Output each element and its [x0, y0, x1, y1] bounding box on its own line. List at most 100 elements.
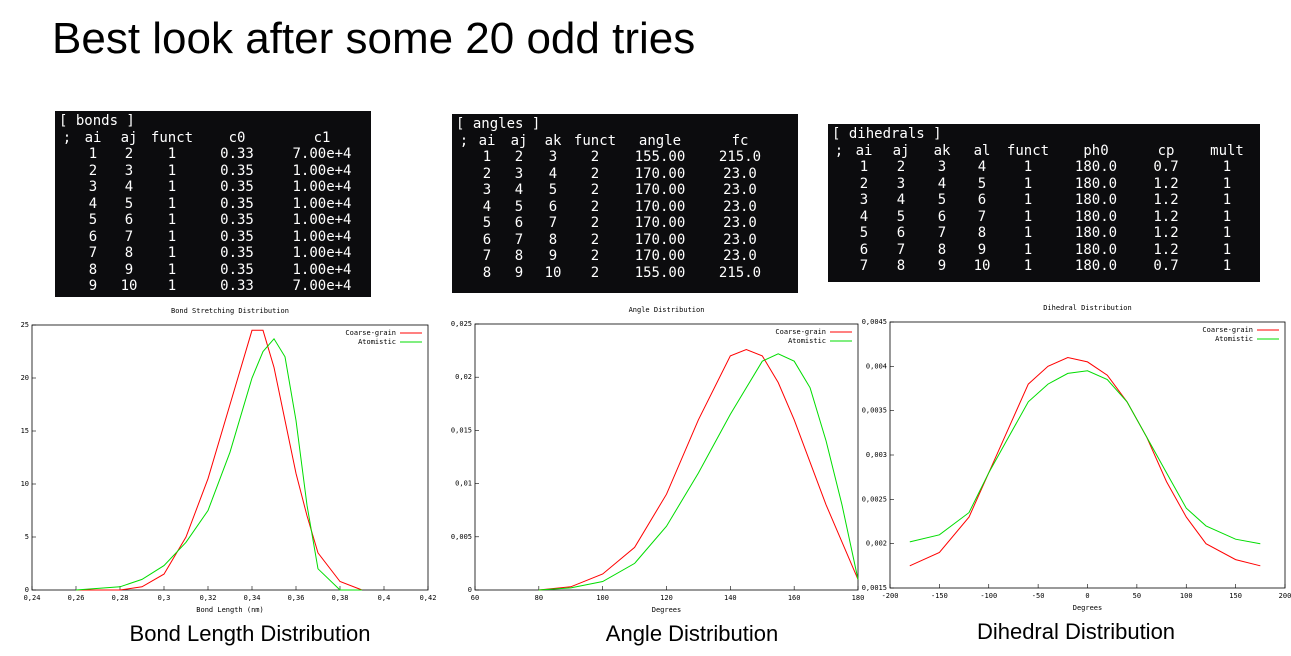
table-cell: 4	[896, 192, 906, 208]
table-cell: 7	[514, 231, 524, 248]
table-cell: 5	[482, 215, 492, 231]
table-cell: 7	[482, 248, 492, 264]
slide-title: Best look after some 20 odd tries	[52, 14, 696, 63]
table-title: [ dihedrals ]	[832, 126, 942, 142]
table-cell: 6	[88, 228, 98, 245]
x-tick-label: -200	[882, 592, 899, 600]
table-cell: 1	[167, 245, 177, 261]
x-tick-label: 0,42	[420, 594, 437, 602]
table-cell: 1.00e+4	[292, 261, 352, 278]
angles-table: [ angles ]; ai aj ak funct angle fc 1 2 3 2 155.00 2…	[452, 114, 798, 293]
dihedrals-table: [ dihedrals ]; ai aj ak al funct ph0 cp mult 1 2 3 4…	[828, 124, 1260, 282]
legend-label: Coarse-grain	[345, 329, 396, 337]
table-cell: 23.0	[723, 182, 757, 198]
y-tick-label: 0,015	[451, 426, 472, 434]
table-cell: 6	[514, 215, 524, 231]
table-title: [ angles ]	[456, 116, 541, 132]
table-header: mult	[1210, 142, 1244, 159]
table-cell: 155.00	[634, 264, 686, 281]
table-cell: 7	[859, 258, 869, 274]
y-tick-label: 20	[21, 374, 29, 382]
x-tick-label: 0,28	[112, 594, 129, 602]
table-cell: 7	[896, 241, 906, 258]
chart-title: Dihedral Distribution	[1043, 304, 1132, 312]
table-cell: 2	[896, 159, 906, 175]
x-tick-label: 180	[852, 594, 865, 602]
table-cell: 215.0	[718, 149, 762, 165]
table-header: angle	[638, 132, 682, 149]
x-tick-label: 50	[1133, 592, 1141, 600]
table-cell: 7	[977, 208, 987, 225]
table-cell: 3	[482, 182, 492, 198]
table-cell: 1.00e+4	[292, 212, 352, 228]
table-cell: 180.0	[1074, 258, 1118, 274]
x-tick-label: 160	[788, 594, 801, 602]
y-tick-label: 0	[25, 586, 29, 594]
x-tick-label: 60	[471, 594, 479, 602]
x-tick-label: -100	[980, 592, 997, 600]
x-tick-label: 0,36	[288, 594, 305, 602]
x-tick-label: -150	[931, 592, 948, 600]
table-cell: 10	[120, 278, 138, 294]
y-tick-label: 0,0025	[862, 495, 887, 503]
table-cell: 7.00e+4	[292, 278, 352, 294]
table-cell: 1	[1023, 258, 1033, 274]
table-cell: 1	[1023, 241, 1033, 258]
table-cell: 1	[1222, 225, 1232, 241]
table-cell: 1.2	[1153, 192, 1179, 208]
table-cell: 4	[859, 208, 869, 225]
table-cell: 1	[1023, 159, 1033, 175]
table-cell: 7.00e+4	[292, 146, 352, 162]
x-tick-label: -50	[1032, 592, 1045, 600]
table-header: ;	[459, 132, 469, 149]
x-tick-label: 0,4	[378, 594, 391, 602]
table-cell: 1.2	[1153, 175, 1179, 192]
table-cell: 5	[124, 195, 134, 212]
table-cell: 1	[1222, 192, 1232, 208]
plot-frame	[474, 323, 859, 591]
caption: Bond Length Distribution	[130, 621, 371, 646]
table-cell: 2	[590, 215, 600, 231]
table-cell: 1.2	[1153, 241, 1179, 258]
table-cell: 2	[590, 149, 600, 165]
x-axis-label: Bond Length (nm)	[196, 606, 263, 614]
table-header: ai	[84, 129, 102, 146]
y-tick-label: 0,0015	[862, 584, 887, 592]
table-cell: 1	[88, 146, 98, 162]
legend-label: Atomistic	[1215, 335, 1253, 343]
table-cell: 0.33	[220, 278, 254, 294]
table-cell: 9	[548, 248, 558, 264]
caption: Angle Distribution	[606, 621, 778, 646]
y-tick-label: 0,025	[451, 320, 472, 328]
table-cell: 9	[124, 261, 134, 278]
line-series	[538, 348, 859, 591]
table-header: aj	[892, 142, 910, 159]
table-cell: 6	[977, 192, 987, 208]
table-cell: 1.00e+4	[292, 228, 352, 245]
x-tick-label: 100	[1180, 592, 1193, 600]
table-cell: 155.00	[634, 149, 686, 165]
table-header: ;	[62, 129, 72, 146]
table-cell: 10	[973, 258, 991, 274]
x-tick-label: 200	[1279, 592, 1291, 600]
x-tick-label: 0,32	[200, 594, 217, 602]
table-cell: 4	[124, 179, 134, 195]
table-header: fc	[731, 132, 749, 149]
table-cell: 0.33	[220, 146, 254, 162]
table-cell: 0.35	[220, 261, 254, 278]
table-header: ak	[544, 132, 562, 149]
table-cell: 180.0	[1074, 208, 1118, 225]
table-cell: 180.0	[1074, 175, 1118, 192]
table-cell: 1	[167, 179, 177, 195]
table-cell: 3	[548, 149, 558, 165]
table-cell: 6	[859, 241, 869, 258]
table-cell: 9	[514, 264, 524, 281]
table-cell: 2	[88, 162, 98, 179]
table-cell: 215.0	[718, 264, 762, 281]
table-cell: 9	[937, 258, 947, 274]
x-axis-label: Degrees	[652, 606, 682, 614]
table-cell: 3	[514, 165, 524, 182]
table-cell: 5	[896, 208, 906, 225]
table-cell: 1	[1222, 175, 1232, 192]
table-cell: 5	[977, 175, 987, 192]
